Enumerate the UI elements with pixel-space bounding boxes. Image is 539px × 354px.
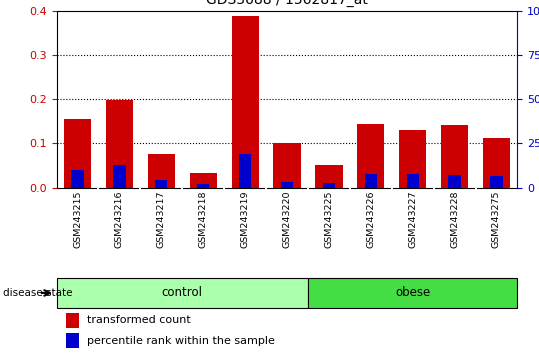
Title: GDS3688 / 1562817_at: GDS3688 / 1562817_at bbox=[206, 0, 368, 7]
Text: GSM243226: GSM243226 bbox=[367, 190, 375, 248]
Bar bbox=[308, 278, 517, 308]
Text: GSM243215: GSM243215 bbox=[73, 190, 82, 248]
Bar bbox=[64, 119, 91, 188]
Text: transformed count: transformed count bbox=[87, 315, 190, 325]
Bar bbox=[197, 184, 209, 188]
Bar bbox=[232, 16, 259, 188]
Bar bbox=[66, 333, 79, 348]
Text: GSM243227: GSM243227 bbox=[408, 190, 417, 248]
Bar bbox=[365, 175, 377, 188]
Text: GSM243275: GSM243275 bbox=[492, 190, 501, 248]
Bar bbox=[106, 101, 133, 188]
Bar bbox=[357, 124, 384, 188]
Text: obese: obese bbox=[395, 286, 430, 299]
Text: GSM243225: GSM243225 bbox=[324, 190, 334, 248]
Bar bbox=[155, 180, 168, 188]
Text: disease state: disease state bbox=[3, 288, 72, 298]
Text: GSM243217: GSM243217 bbox=[157, 190, 166, 248]
Bar bbox=[57, 278, 308, 308]
Text: GSM243218: GSM243218 bbox=[199, 190, 208, 248]
Bar bbox=[273, 143, 301, 188]
Bar bbox=[239, 154, 251, 188]
Bar bbox=[315, 166, 342, 188]
Bar bbox=[399, 130, 426, 188]
Bar bbox=[483, 138, 510, 188]
Bar bbox=[66, 313, 79, 328]
Bar bbox=[323, 183, 335, 188]
Text: GSM243220: GSM243220 bbox=[282, 190, 292, 248]
Bar bbox=[441, 125, 468, 188]
Bar bbox=[490, 176, 503, 188]
Text: percentile rank within the sample: percentile rank within the sample bbox=[87, 336, 274, 346]
Text: GSM243219: GSM243219 bbox=[240, 190, 250, 248]
Bar bbox=[71, 170, 84, 188]
Bar bbox=[190, 173, 217, 188]
Bar bbox=[406, 175, 419, 188]
Text: control: control bbox=[162, 286, 203, 299]
Bar bbox=[281, 182, 293, 188]
Text: GSM243216: GSM243216 bbox=[115, 190, 124, 248]
Text: GSM243228: GSM243228 bbox=[450, 190, 459, 248]
Bar bbox=[448, 175, 461, 188]
Bar bbox=[148, 154, 175, 188]
Bar bbox=[113, 165, 126, 188]
